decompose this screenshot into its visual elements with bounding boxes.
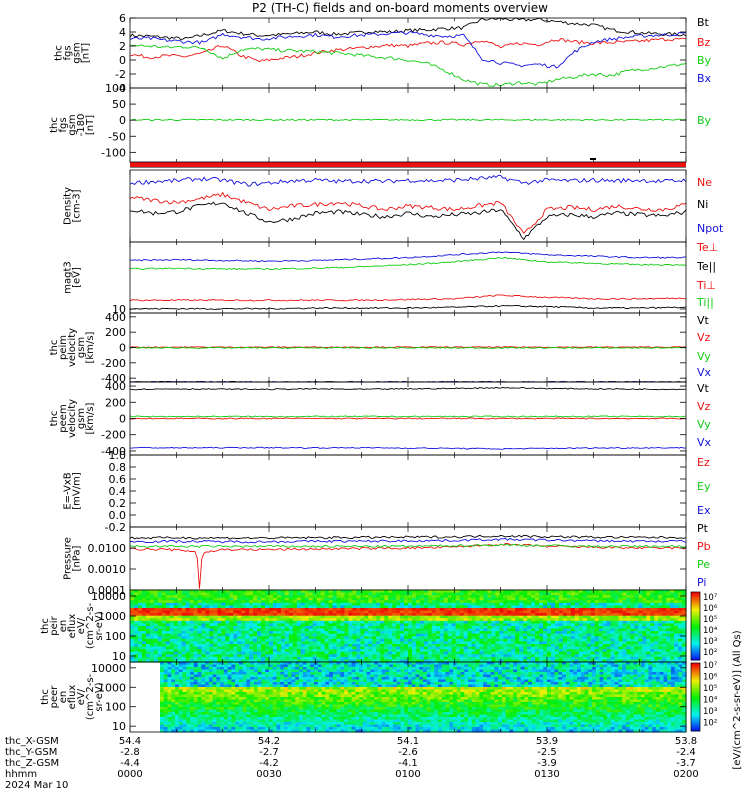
series-density-Ne (130, 193, 686, 234)
y-tick-label: 0 (119, 413, 126, 426)
y-tick-label: 100 (105, 82, 126, 95)
y-tick-label: 0 (119, 342, 126, 355)
y-tick-label: 0 (119, 54, 126, 67)
y-tick-label: -100 (101, 146, 126, 159)
y-tick-label: 0.0100 (88, 542, 127, 555)
panel-frame (130, 455, 686, 527)
series-peem-velocity-Vy (130, 416, 686, 417)
y-axis-label: [nPa] (72, 545, 83, 571)
y-tick-label: 0 (119, 114, 126, 127)
series-fgs-gsm-Bz (130, 38, 686, 61)
panel-frame (130, 88, 686, 162)
y-tick-label: -200 (101, 429, 126, 442)
series-pressure-Pb (130, 544, 686, 589)
series-temperature-Ti⊥ (130, 252, 686, 262)
y-tick-label: 0.0010 (88, 563, 127, 576)
y-axis-label: [km/s] (85, 402, 96, 434)
series-pressure-Pi (130, 538, 686, 543)
y-tick-label: 200 (105, 396, 126, 409)
y-tick-label: 200 (105, 326, 126, 339)
series-fgs-gsm-By (130, 45, 686, 87)
y-tick-label: 2 (119, 40, 126, 53)
y-axis-label: [eV] (72, 267, 83, 288)
panel-density: Density[cm-3] (63, 170, 687, 242)
y-axis-label: [km/s] (85, 331, 96, 363)
y-tick-label: 400 (105, 380, 126, 393)
panel-peer-eflux: 10000100010010thcpeerenefluxeV/(cm^2-s-s… (40, 662, 687, 733)
y-axis-label: [nT] (81, 43, 92, 63)
y-tick-label: 50 (112, 98, 126, 111)
y-tick-label: 4 (119, 26, 126, 39)
series-peem-velocity-Vz (130, 418, 686, 419)
y-tick-label: 100 (105, 630, 126, 643)
series-temperature-Ti|| (130, 257, 686, 269)
y-tick-label: 6 (119, 12, 126, 25)
series-pressure-Pt (130, 535, 686, 539)
spectrogram-peer-eflux (160, 662, 687, 733)
orbit-bar (130, 162, 686, 167)
spectrogram-peir-eflux (130, 590, 687, 663)
series-fgs-gsm-180-By (130, 119, 686, 121)
y-axis-label: [mV/m] (72, 472, 83, 510)
y-tick-label: -2 (115, 68, 126, 81)
series-temperature-Te⊥ (130, 295, 686, 301)
y-tick-label: -0.2 (105, 521, 126, 534)
series-fgs-gsm-Bx (130, 31, 686, 68)
series-density-Ni (130, 202, 686, 239)
series-peem-velocity-Vx (130, 447, 686, 449)
y-axis-label: [nT] (85, 115, 96, 135)
y-tick-label: -50 (108, 130, 126, 143)
series-peem-velocity-Vt (130, 387, 686, 389)
chart-title: P2 (TH-C) fields and on-board moments ov… (252, 1, 548, 15)
y-tick-label: -200 (101, 357, 126, 370)
y-tick-label: 10000 (91, 590, 126, 603)
panels: 6420-2-4thcfgsgsm[nT]100500-50-100thcfgs… (40, 12, 724, 733)
panel-frame (130, 242, 686, 313)
series-density-Npot (130, 175, 686, 186)
panel-peir-eflux: 10000100010010thcpeirenefluxeV/(cm^2-s-s… (40, 590, 687, 663)
panel-efield: 1.00.80.60.40.20.0-0.2E=-VxB[mV/m] (63, 449, 687, 534)
y-axis-label: [cm-3] (72, 189, 83, 222)
y-tick-label: 400 (105, 311, 126, 324)
y-axis-label: sr-eV) (94, 611, 105, 640)
